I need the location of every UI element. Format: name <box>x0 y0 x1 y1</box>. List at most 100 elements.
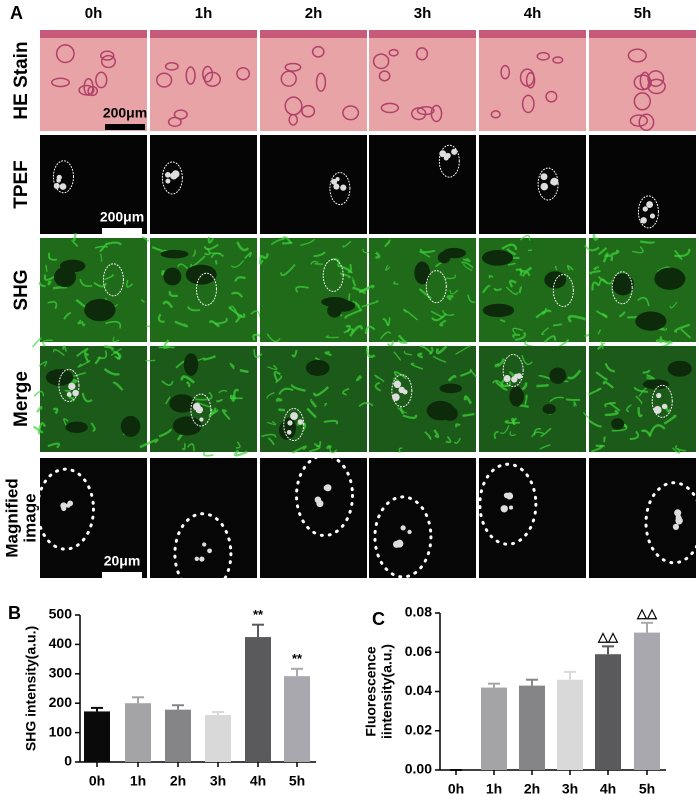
outline <box>35 467 95 551</box>
fiber <box>180 375 196 384</box>
fiber <box>352 286 367 295</box>
outline <box>537 167 559 201</box>
texture <box>373 495 433 579</box>
fiber <box>603 436 606 443</box>
micrograph <box>369 458 476 578</box>
fiber <box>214 259 218 265</box>
dark-region <box>321 297 348 307</box>
dark-region <box>183 353 199 376</box>
follicle <box>490 110 501 119</box>
significance-marker: ** <box>292 651 303 666</box>
dark-region <box>426 400 455 421</box>
texture <box>358 239 476 347</box>
epidermis <box>589 30 696 38</box>
dark-region <box>654 267 686 290</box>
y-tick-label: 400 <box>49 635 73 651</box>
bar <box>557 679 583 770</box>
outline <box>52 160 74 194</box>
fiber <box>504 419 520 424</box>
y-tick-label: 300 <box>49 665 73 681</box>
fiber <box>439 319 447 327</box>
fiber <box>202 451 214 457</box>
bar <box>205 714 231 762</box>
fiber <box>433 429 440 438</box>
fiber <box>403 308 419 321</box>
error-bar <box>91 706 103 712</box>
fiber <box>347 264 352 274</box>
fiber <box>174 320 189 328</box>
fiber <box>393 371 407 380</box>
dark-region <box>305 359 330 376</box>
outline <box>611 271 633 305</box>
fiber <box>587 387 602 396</box>
outline <box>195 272 217 306</box>
dark-region <box>611 273 634 296</box>
fiber <box>446 294 454 301</box>
fiber <box>281 236 293 245</box>
outline <box>425 270 447 304</box>
fiber <box>275 397 283 402</box>
follicle <box>315 72 327 92</box>
dark-region <box>120 415 141 437</box>
micrograph <box>150 30 257 131</box>
follicle <box>236 66 251 81</box>
texture <box>32 233 160 348</box>
follicle <box>388 48 399 57</box>
cell <box>207 548 212 554</box>
fiber <box>655 339 663 344</box>
texture <box>40 30 147 97</box>
x-tick-label: 5h <box>639 781 655 797</box>
fiber <box>625 404 632 413</box>
fiber <box>419 248 436 254</box>
panel-letter: B <box>8 603 21 623</box>
fiber <box>509 381 512 387</box>
cell <box>170 172 178 180</box>
fiber <box>186 443 195 452</box>
fiber <box>177 263 189 270</box>
fiber <box>566 264 574 271</box>
bar <box>84 711 110 762</box>
bar <box>245 637 271 762</box>
dark-region <box>642 379 670 390</box>
fiber <box>291 445 307 454</box>
y-axis-label: iintensity(a.u.) <box>379 644 395 739</box>
outline <box>644 481 699 565</box>
dark-region <box>611 418 625 430</box>
row-label: image <box>20 493 39 542</box>
follicle <box>552 56 564 64</box>
cell <box>656 392 662 399</box>
texture <box>150 30 257 128</box>
x-tick-label: 5h <box>289 773 305 789</box>
texture <box>260 30 367 126</box>
fiber <box>53 407 59 415</box>
fiber <box>463 395 473 405</box>
outline <box>322 258 344 292</box>
fiber <box>165 396 171 405</box>
fiber <box>112 381 124 391</box>
fiber <box>235 314 243 323</box>
fiber <box>104 344 114 352</box>
follicle <box>647 70 665 88</box>
significance-marker: △△ <box>597 629 619 644</box>
fiber <box>588 419 602 428</box>
fiber <box>139 438 159 449</box>
cell <box>443 155 449 161</box>
dark-region <box>327 303 342 318</box>
y-tick-label: 0.00 <box>405 761 432 777</box>
dark-region <box>65 421 88 433</box>
fiber <box>510 417 516 426</box>
fiber <box>519 234 531 241</box>
fiber <box>380 331 392 340</box>
error-bar <box>564 670 576 680</box>
fiber <box>419 251 431 258</box>
follicle <box>78 84 95 96</box>
texture <box>253 349 363 454</box>
fiber <box>221 409 231 421</box>
dark-region <box>549 367 567 384</box>
epidermis <box>40 30 147 38</box>
fiber <box>52 348 65 356</box>
micrograph <box>150 135 257 234</box>
fiber <box>533 427 542 436</box>
error-bar <box>488 682 500 688</box>
